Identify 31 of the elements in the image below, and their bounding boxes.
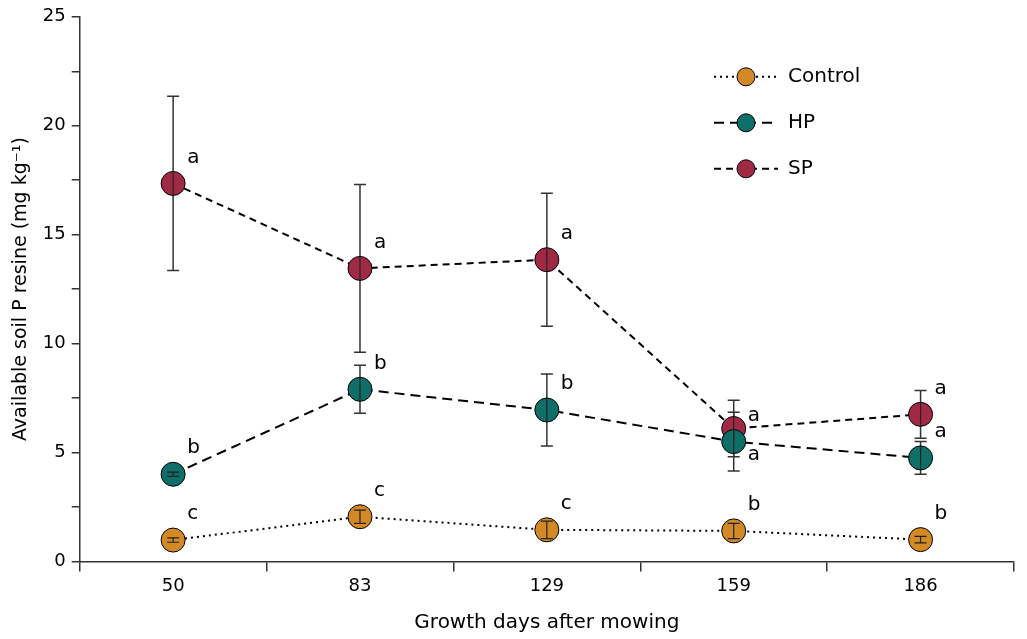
y-tick-label: 15 — [42, 222, 66, 244]
annotation: b — [373, 349, 387, 374]
annotation: a — [373, 228, 387, 253]
legend-label: Control — [788, 63, 861, 87]
y-axis-title: Available soil P resine (mg kg⁻¹) — [8, 137, 31, 442]
annotation: a — [934, 418, 947, 443]
y-tick-label: 20 — [42, 113, 66, 135]
legend-label: HP — [788, 109, 816, 133]
annotation: a — [747, 401, 760, 426]
annotation: a — [187, 143, 200, 168]
annotation: b — [560, 370, 574, 395]
x-tick-label: 83 — [348, 573, 372, 595]
x-tick-label: 186 — [903, 573, 938, 595]
x-tick-label: 159 — [716, 573, 751, 595]
y-tick-label: 5 — [54, 440, 66, 462]
annotation: a — [934, 374, 947, 399]
annotation: b — [934, 499, 948, 524]
x-tick-label: 50 — [161, 573, 185, 595]
y-tick-label: 10 — [42, 331, 66, 353]
x-axis-title: Growth days after mowing — [414, 609, 680, 634]
annotation: c — [187, 500, 199, 525]
annotation: b — [187, 434, 200, 459]
x-tick-label: 129 — [529, 573, 565, 595]
legend-label: SP — [788, 155, 813, 179]
annotation: c — [373, 476, 385, 501]
annotation: a — [560, 219, 574, 244]
y-tick-label: 25 — [42, 4, 66, 26]
annotation: b — [747, 491, 761, 516]
y-tick-label: 0 — [54, 549, 66, 571]
annotation: c — [560, 490, 572, 515]
annotation: a — [747, 440, 760, 465]
